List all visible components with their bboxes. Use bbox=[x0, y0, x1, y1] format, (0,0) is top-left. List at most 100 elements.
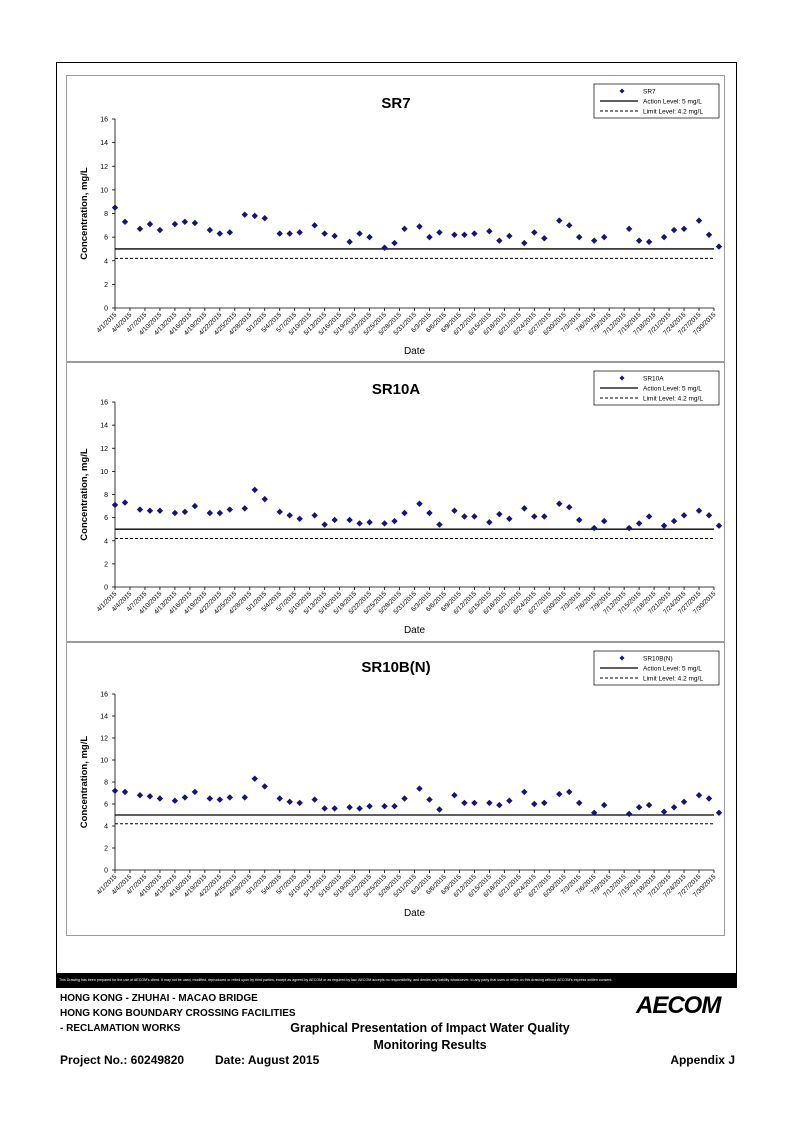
data-point bbox=[251, 775, 258, 782]
y-tick-label: 16 bbox=[100, 117, 108, 124]
data-point bbox=[391, 803, 398, 810]
data-point bbox=[591, 524, 598, 532]
data-point bbox=[566, 788, 573, 796]
data-point bbox=[171, 797, 179, 804]
data-point bbox=[146, 507, 154, 514]
y-tick-label: 6 bbox=[104, 802, 108, 809]
data-point bbox=[346, 516, 353, 524]
data-point bbox=[705, 512, 713, 519]
data-point bbox=[356, 805, 363, 812]
data-point bbox=[531, 513, 538, 520]
data-point bbox=[226, 794, 234, 801]
data-point bbox=[366, 803, 373, 810]
data-point bbox=[461, 231, 468, 238]
data-point bbox=[436, 521, 443, 528]
data-point bbox=[311, 222, 318, 229]
data-point bbox=[566, 504, 573, 511]
legend-marker bbox=[619, 88, 625, 94]
data-point bbox=[111, 501, 119, 509]
legend-marker bbox=[619, 375, 625, 381]
data-point bbox=[216, 509, 224, 517]
y-tick-label: 12 bbox=[100, 736, 108, 743]
chart-panel-sr10bn: SR10B(N) 0 2 4 6 8 10 12 14 16 Concentration, mg/L… bbox=[66, 642, 725, 936]
legend-label-limit: Limit Level: 4.2 mg/L bbox=[643, 675, 703, 682]
data-point bbox=[556, 790, 563, 798]
data-point bbox=[216, 230, 224, 237]
chart-title: SR10B(N) bbox=[361, 659, 430, 676]
data-point bbox=[680, 798, 688, 805]
data-point bbox=[356, 230, 363, 237]
data-point bbox=[171, 509, 179, 517]
data-point bbox=[426, 796, 433, 803]
y-tick-label: 16 bbox=[100, 692, 108, 699]
data-point bbox=[486, 799, 493, 807]
project-line-2: HONG KONG BOUNDARY CROSSING FACILITIES bbox=[60, 1008, 296, 1019]
data-point bbox=[331, 516, 338, 524]
data-point bbox=[635, 520, 643, 527]
data-point bbox=[331, 232, 338, 240]
data-point bbox=[401, 225, 408, 233]
y-tick-label: 4 bbox=[104, 824, 108, 831]
data-point bbox=[496, 801, 503, 809]
y-tick-label: 8 bbox=[104, 211, 108, 218]
data-point bbox=[591, 809, 598, 816]
data-point bbox=[486, 519, 493, 526]
data-point bbox=[541, 513, 548, 520]
data-point bbox=[331, 805, 338, 812]
data-point bbox=[451, 231, 458, 238]
legend-label-series: SR7 bbox=[643, 88, 656, 95]
legend-label-action: Action Level: 5 mg/L bbox=[643, 98, 702, 105]
y-tick-label: 6 bbox=[104, 235, 108, 242]
data-point bbox=[136, 506, 144, 513]
data-point bbox=[426, 233, 433, 241]
data-point bbox=[600, 801, 608, 809]
data-point bbox=[146, 220, 154, 228]
data-point bbox=[471, 513, 478, 520]
data-point bbox=[346, 238, 353, 246]
y-tick-label: 6 bbox=[104, 515, 108, 522]
data-point bbox=[206, 226, 214, 234]
data-point bbox=[461, 513, 468, 520]
data-point bbox=[136, 792, 144, 799]
y-tick-label: 2 bbox=[104, 282, 108, 289]
data-point bbox=[401, 795, 408, 802]
data-point bbox=[660, 522, 668, 529]
data-point bbox=[181, 218, 189, 225]
data-point bbox=[715, 522, 723, 529]
data-point bbox=[705, 795, 713, 802]
data-point bbox=[625, 225, 633, 233]
legend-label-limit: Limit Level: 4.2 mg/L bbox=[643, 395, 703, 402]
data-point bbox=[366, 519, 373, 526]
data-point bbox=[645, 801, 653, 809]
data-point bbox=[576, 516, 583, 524]
data-point bbox=[521, 788, 528, 796]
data-point bbox=[680, 225, 688, 233]
drawing-date: Date: August 2015 bbox=[215, 1053, 320, 1067]
y-tick-label: 14 bbox=[100, 140, 108, 147]
data-point bbox=[251, 486, 258, 494]
data-point bbox=[191, 502, 199, 510]
aecom-logo: AECOM bbox=[636, 992, 721, 1019]
data-point bbox=[461, 799, 468, 807]
legend-marker bbox=[619, 655, 625, 661]
data-point bbox=[436, 229, 443, 236]
data-point bbox=[705, 231, 713, 238]
data-point bbox=[416, 785, 423, 792]
data-point bbox=[680, 512, 688, 519]
x-axis-label: Date bbox=[404, 908, 426, 919]
data-point bbox=[541, 235, 548, 242]
y-tick-label: 0 bbox=[104, 585, 108, 592]
chart-panel-sr7: SR7 0 2 4 6 8 10 12 14 16 Concentration, mg/L 4/1/2… bbox=[66, 75, 725, 362]
data-point bbox=[670, 517, 678, 525]
legend-label-action: Action Level: 5 mg/L bbox=[643, 665, 702, 672]
drawing-title-line-1: Graphical Presentation of Impact Water Q… bbox=[290, 1021, 570, 1035]
data-point bbox=[556, 500, 563, 507]
data-point bbox=[261, 495, 268, 503]
legend-label-action: Action Level: 5 mg/L bbox=[643, 385, 702, 392]
x-axis-label: Date bbox=[404, 625, 426, 636]
data-point bbox=[276, 795, 283, 802]
data-point bbox=[321, 230, 328, 237]
y-tick-label: 14 bbox=[100, 423, 108, 430]
data-point bbox=[521, 505, 528, 512]
